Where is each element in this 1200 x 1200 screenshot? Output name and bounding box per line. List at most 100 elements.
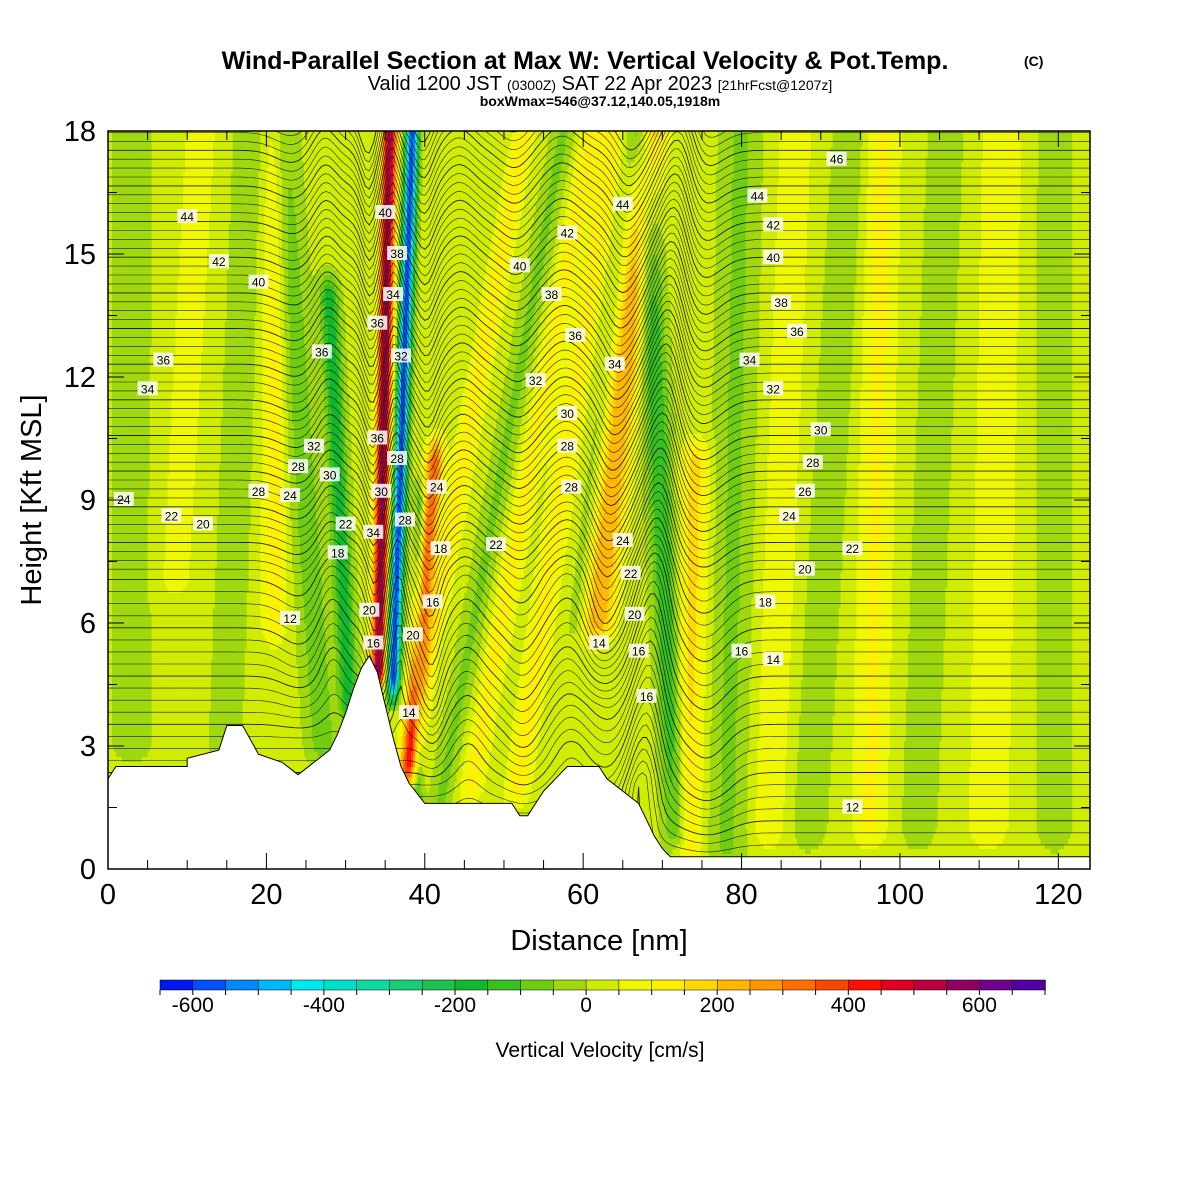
w-cell [323, 617, 335, 624]
w-cell [866, 725, 879, 732]
w-cell [969, 797, 1010, 803]
w-cell [696, 802, 703, 809]
w-cell [610, 566, 616, 573]
w-cell [581, 623, 586, 629]
w-cell [1036, 792, 1073, 798]
w-cell [1036, 664, 1073, 670]
w-cell [462, 530, 477, 537]
w-cell [1072, 638, 1090, 645]
w-cell [678, 633, 681, 639]
w-cell [408, 607, 416, 614]
w-cell [521, 576, 535, 583]
w-cell [749, 710, 760, 716]
w-cell [268, 617, 281, 624]
w-cell [973, 623, 1014, 629]
w-cell [618, 628, 650, 634]
w-cell [502, 592, 513, 598]
w-cell [757, 776, 786, 783]
w-cell [705, 612, 715, 619]
w-cell [460, 756, 465, 762]
w-cell [286, 571, 295, 578]
w-cell [1036, 546, 1073, 552]
w-cell [838, 607, 857, 614]
w-cell [395, 530, 398, 537]
w-cell [680, 602, 685, 609]
w-cell [450, 566, 457, 573]
w-cell [462, 535, 475, 542]
w-cell [551, 597, 560, 604]
w-cell [519, 720, 535, 727]
w-cell [1072, 633, 1090, 639]
w-cell [702, 787, 711, 793]
w-cell [414, 643, 420, 650]
w-cell [581, 633, 586, 639]
w-cell [903, 756, 941, 762]
w-cell [460, 715, 467, 721]
w-cell [280, 571, 287, 578]
w-cell [472, 751, 483, 757]
w-cell [504, 679, 519, 686]
w-cell [749, 679, 762, 686]
w-cell [652, 715, 661, 721]
w-cell [591, 566, 594, 573]
w-cell [682, 756, 687, 762]
w-cell [151, 664, 212, 670]
w-cell [969, 766, 1010, 773]
w-cell [723, 633, 739, 639]
w-cell [502, 648, 511, 655]
w-cell [676, 699, 679, 706]
w-cell [838, 638, 855, 645]
w-cell [375, 658, 378, 665]
w-cell [408, 689, 412, 696]
w-cell [1072, 628, 1090, 634]
w-cell [866, 653, 879, 660]
w-cell [430, 571, 436, 578]
w-cell [335, 689, 343, 696]
w-cell [507, 658, 523, 665]
w-cell [519, 725, 535, 732]
w-cell [779, 838, 798, 844]
w-cell [676, 694, 679, 701]
w-cell [703, 551, 709, 557]
w-cell [515, 566, 525, 573]
w-cell [260, 617, 269, 624]
w-cell [878, 653, 893, 660]
w-cell [555, 628, 570, 634]
w-cell [422, 612, 428, 619]
w-cell [721, 720, 737, 727]
w-cell [882, 535, 895, 542]
w-cell [454, 546, 461, 552]
w-cell [335, 684, 343, 691]
w-cell [680, 648, 685, 655]
w-cell [513, 582, 523, 588]
w-cell [448, 571, 455, 578]
w-cell [383, 658, 386, 665]
w-cell [795, 525, 812, 532]
w-cell [553, 643, 584, 650]
w-cell [440, 771, 452, 778]
w-cell [428, 623, 432, 629]
w-cell [705, 643, 713, 650]
w-cell [866, 658, 879, 665]
w-cell [543, 710, 654, 716]
w-cell [1036, 828, 1073, 834]
w-cell [385, 664, 388, 670]
w-cell [468, 674, 475, 680]
w-cell [761, 638, 792, 645]
w-cell [341, 633, 351, 639]
w-cell [300, 694, 311, 701]
w-cell [646, 597, 655, 604]
w-cell [502, 643, 511, 650]
w-cell [721, 756, 737, 762]
w-cell [674, 720, 677, 727]
w-cell [454, 746, 463, 752]
w-cell [880, 623, 893, 629]
w-cell [909, 617, 946, 624]
w-cell [343, 664, 353, 670]
w-cell [323, 612, 335, 619]
w-cell [678, 807, 681, 814]
w-cell [397, 638, 400, 645]
w-cell [751, 617, 764, 624]
w-cell [242, 730, 303, 737]
w-cell [971, 715, 1012, 721]
